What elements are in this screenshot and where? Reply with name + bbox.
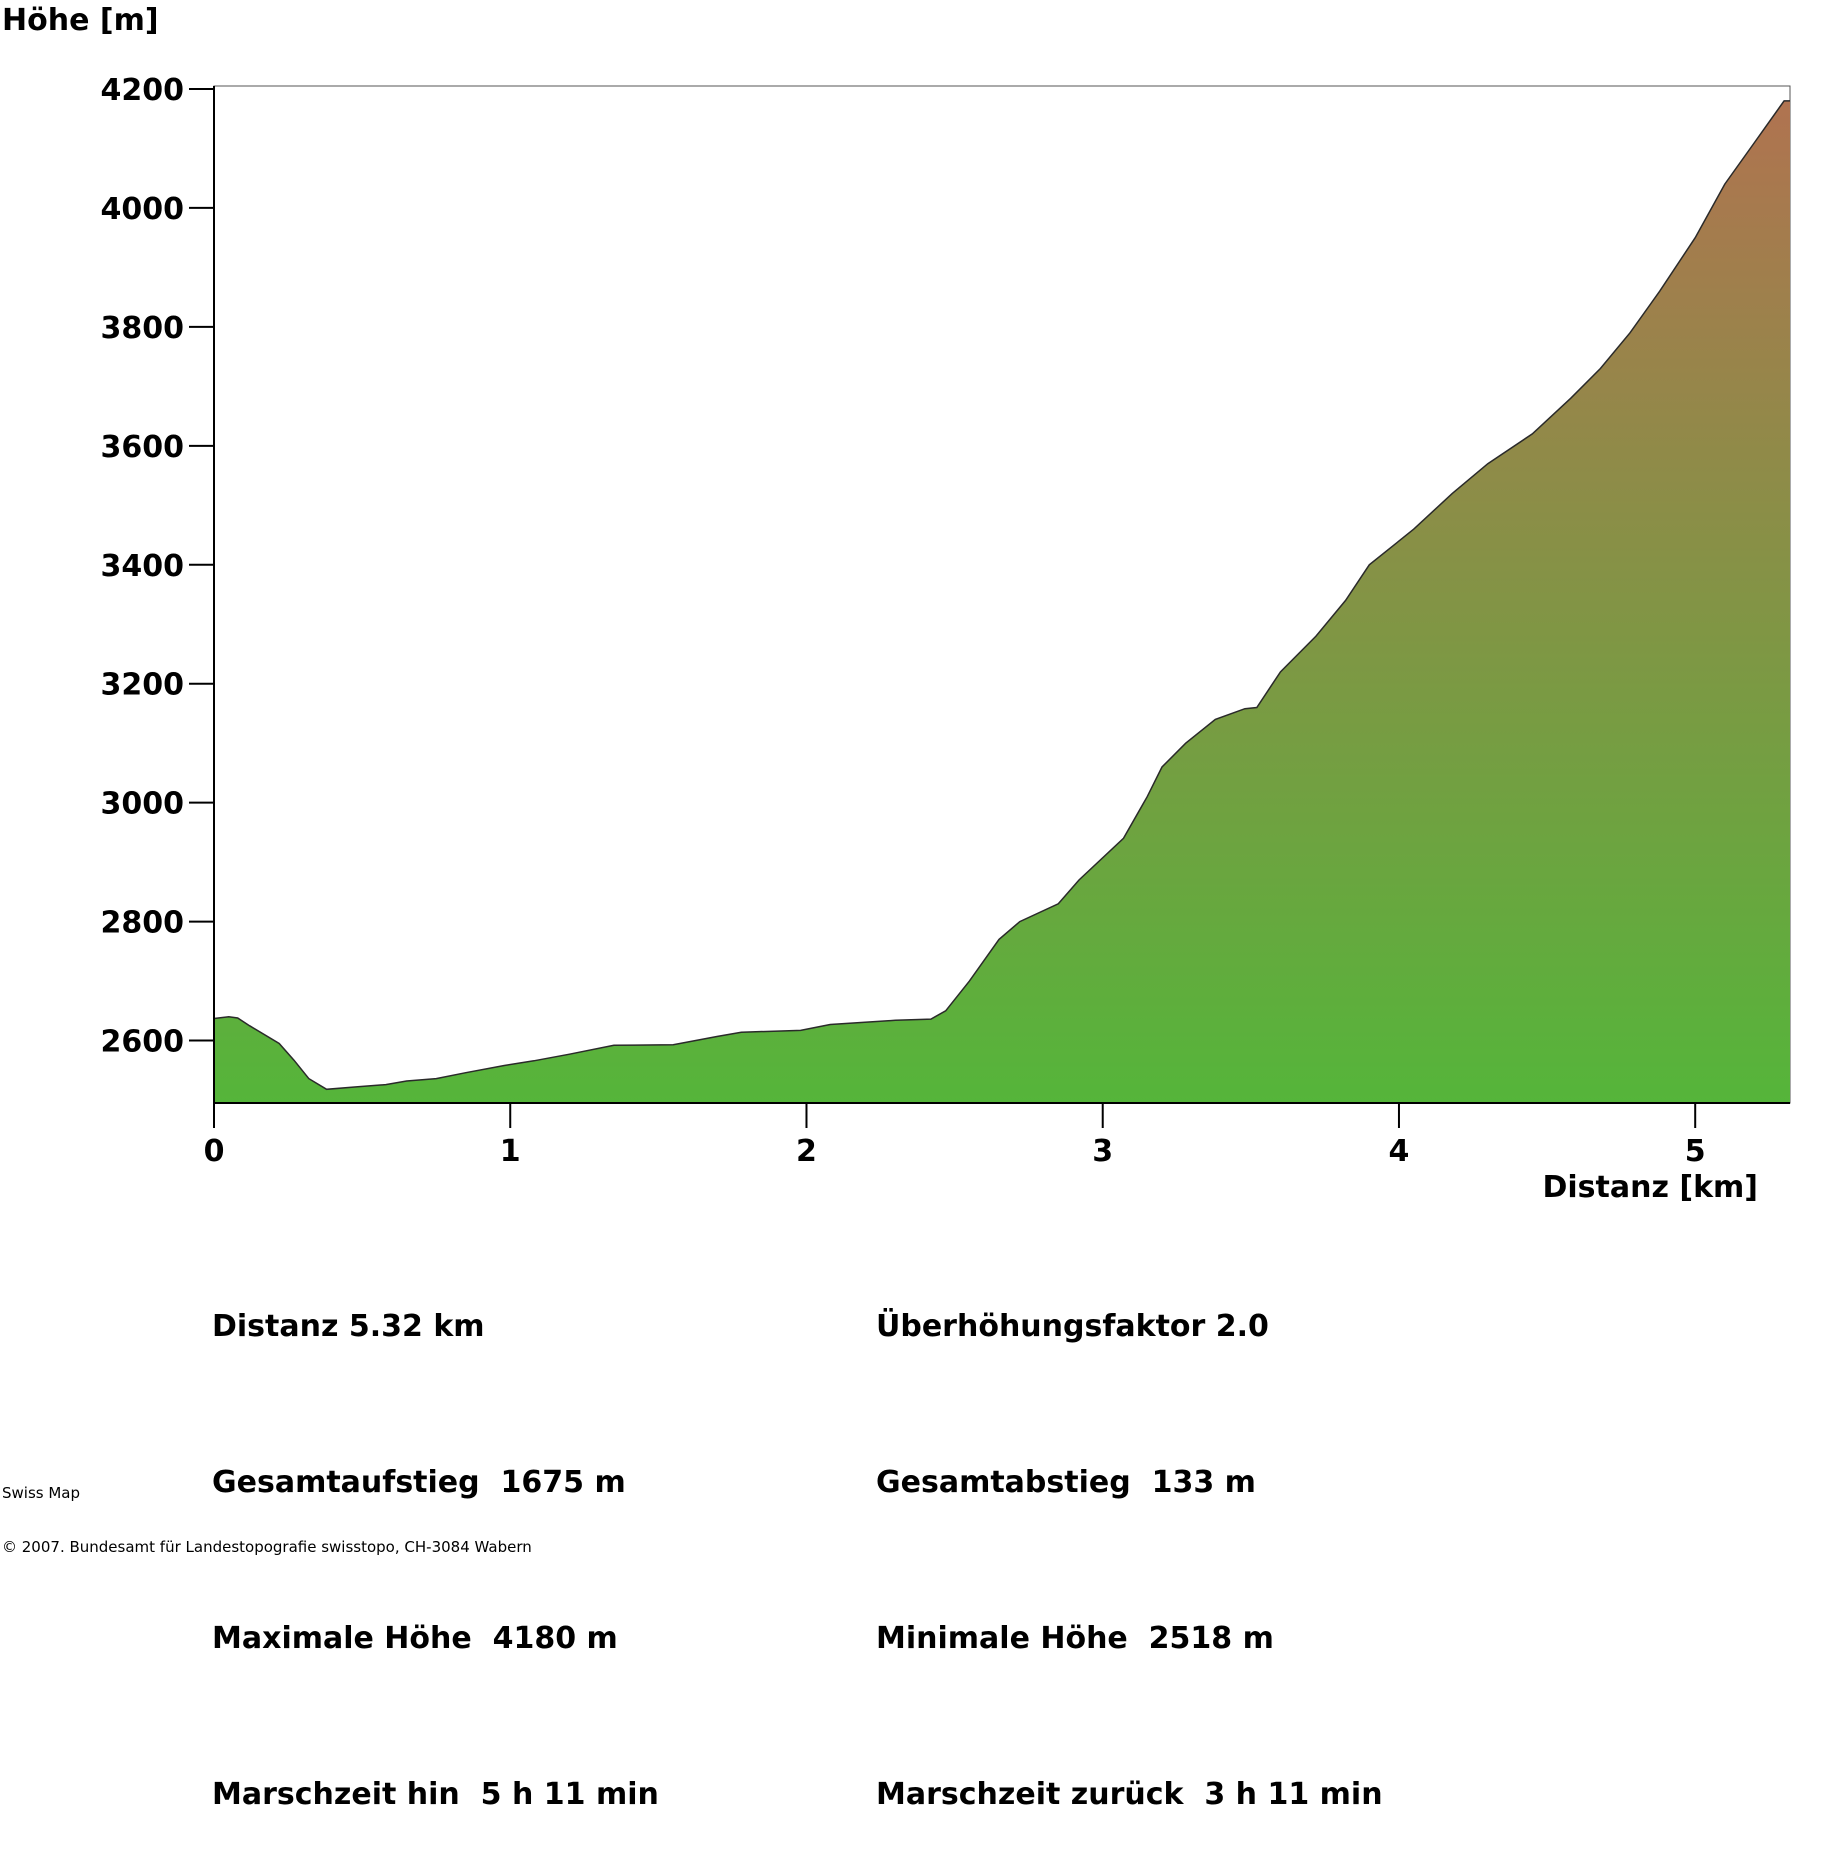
- stat-time-back: Marschzeit zurück 3 h 11 min: [876, 1777, 1383, 1812]
- stat-exaggeration: Überhöhungsfaktor 2.0: [876, 1309, 1269, 1344]
- stat-total-ascent: Gesamtaufstieg 1675 m: [212, 1465, 626, 1500]
- stat-min-height: Minimale Höhe 2518 m: [876, 1621, 1274, 1656]
- y-tick-label: 4200: [101, 73, 185, 108]
- y-tick-label: 3000: [101, 787, 185, 822]
- y-tick-label: 2600: [101, 1025, 185, 1060]
- x-tick-label: 5: [1685, 1134, 1706, 1169]
- y-tick-label: 2800: [101, 906, 185, 941]
- x-tick-label: 4: [1389, 1134, 1410, 1169]
- x-tick-label: 1: [500, 1134, 521, 1169]
- y-tick-label: 3400: [101, 549, 185, 584]
- y-tick-label: 3800: [101, 311, 185, 346]
- x-axis-title: Distanz [km]: [1542, 1170, 1758, 1205]
- stat-max-height: Maximale Höhe 4180 m: [212, 1621, 618, 1656]
- elevation-line: [213, 100, 1790, 1091]
- elevation-area: [214, 100, 1790, 1103]
- y-axis-title: Höhe [m]: [2, 3, 159, 38]
- y-tick-label: 3600: [101, 430, 185, 465]
- elevation-profile-chart: Höhe [m] 2600 2800 3000 3200 3400 3600 3800 400…: [2, 3, 1791, 1205]
- footer-credits: Swiss Map © 2007. Bundesamt für Landesto…: [2, 1448, 532, 1574]
- footer-copyright: © 2007. Bundesamt für Landestopografie s…: [2, 1538, 532, 1556]
- stat-time-forward: Marschzeit hin 5 h 11 min: [212, 1777, 659, 1812]
- x-tick-label: 3: [1092, 1134, 1113, 1169]
- y-tick-label: 4000: [101, 192, 185, 227]
- stat-distance: Distanz 5.32 km: [212, 1309, 485, 1344]
- stats-right-column: Überhöhungsfaktor 2.0 Gesamtabstieg 133 …: [876, 1197, 1383, 1873]
- footer-source: Swiss Map: [2, 1484, 81, 1502]
- y-tick-label: 3200: [101, 668, 185, 703]
- stat-total-descent: Gesamtabstieg 133 m: [876, 1465, 1256, 1500]
- x-tick-label: 0: [204, 1134, 225, 1169]
- x-tick-label: 2: [796, 1134, 817, 1169]
